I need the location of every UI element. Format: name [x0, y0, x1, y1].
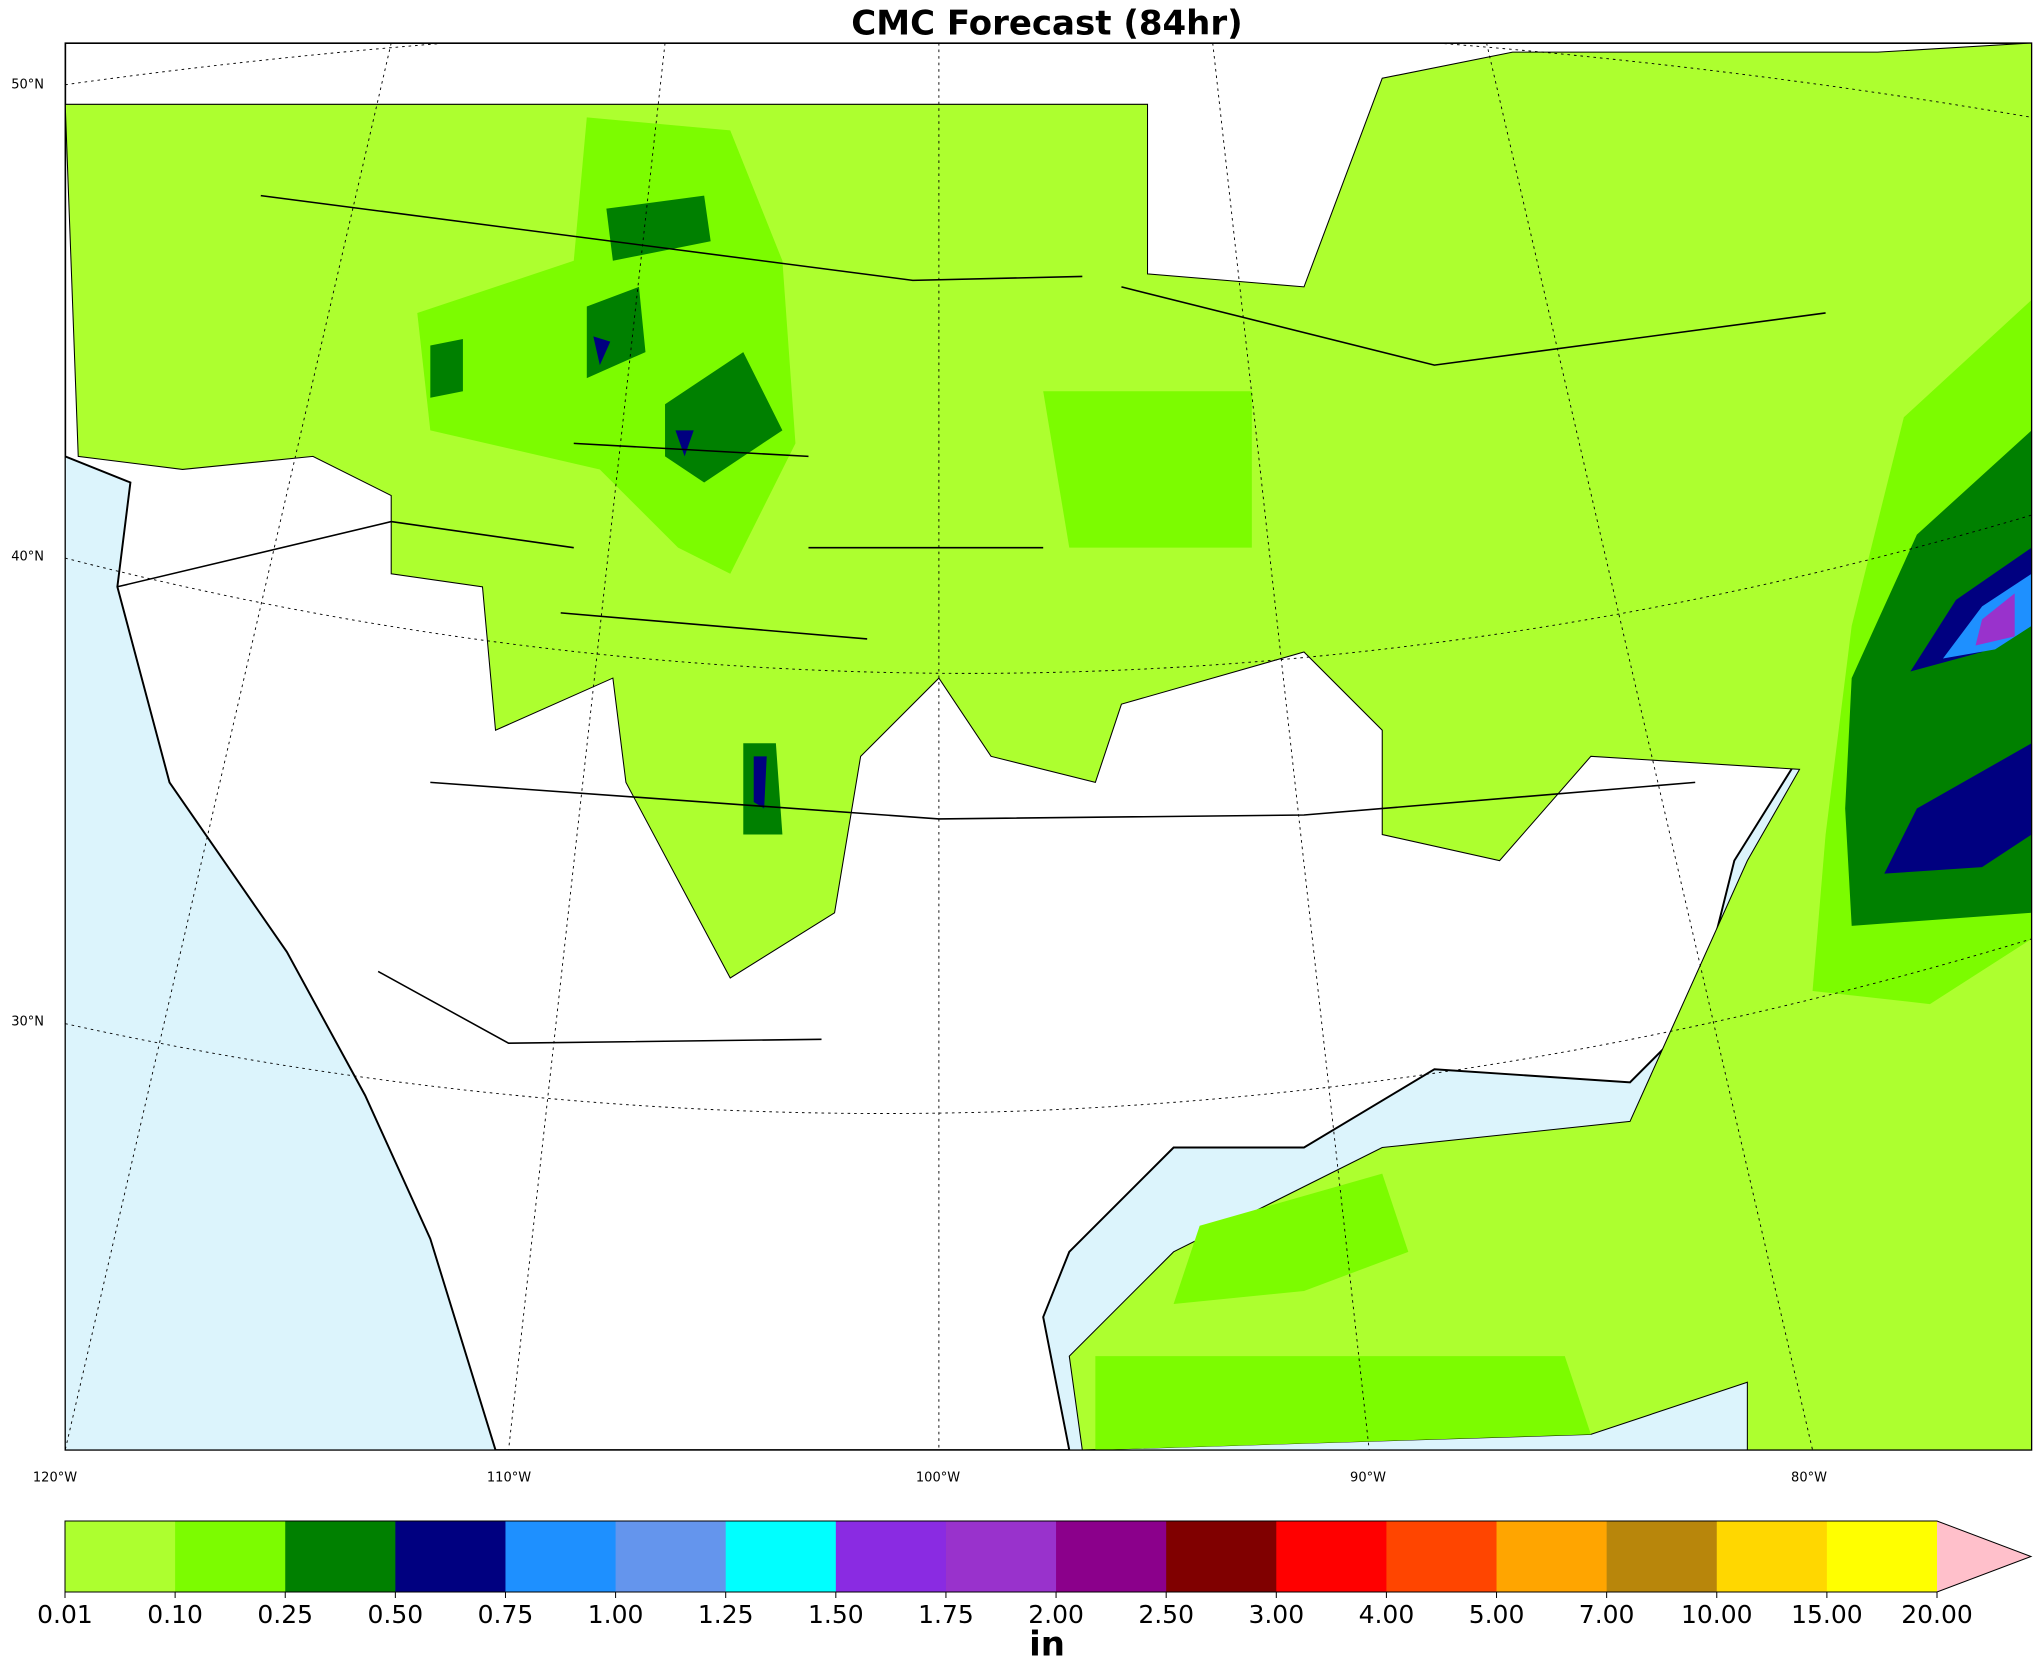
colorbar-tick-label: 0.75 — [478, 1600, 534, 1629]
colorbar-swatch — [1716, 1521, 1828, 1592]
colorbar-tick-label: 2.50 — [1138, 1600, 1194, 1629]
precip-heavy — [430, 195, 2032, 926]
lon-label: 120°W — [33, 1471, 77, 1486]
borders — [117, 194, 1826, 1044]
colorbar-tick-label: 10.00 — [1681, 1600, 1753, 1629]
lon-label: 110°W — [487, 1471, 531, 1486]
colorbar-swatch — [65, 1521, 176, 1592]
colorbar-swatch — [175, 1521, 286, 1592]
lon-label: 100°W — [916, 1471, 960, 1486]
precip-peak — [1975, 593, 2015, 646]
lon-label: 90°W — [1350, 1471, 1386, 1486]
colorbar-tick-label: 0.25 — [257, 1600, 313, 1629]
colorbar-swatch — [1496, 1521, 1608, 1592]
map — [64, 42, 2033, 1451]
lat-label: 50°N — [11, 78, 44, 93]
colorbar-extend — [1937, 1521, 2031, 1592]
precip-moderate — [417, 117, 2032, 1451]
colorbar-swatch — [835, 1521, 947, 1592]
lon-label: 80°W — [1791, 1471, 1827, 1486]
colorbar-tick-label: 3.00 — [1248, 1600, 1304, 1629]
colorbar-tick-label: 0.10 — [147, 1600, 203, 1629]
colorbar-tick-label: 7.00 — [1579, 1600, 1635, 1629]
colorbar-outline — [64, 1520, 2033, 1593]
colorbar-swatch — [945, 1521, 1057, 1592]
colorbar-tick-label: 1.25 — [698, 1600, 754, 1629]
colorbar-tick-label: 5.00 — [1469, 1600, 1525, 1629]
graticule — [65, 43, 2032, 1451]
colorbar-swatch — [1606, 1521, 1718, 1592]
colorbar-tick-label: 20.00 — [1901, 1600, 1973, 1629]
colorbar-swatch — [285, 1521, 396, 1592]
colorbar-tick-label: 2.00 — [1028, 1600, 1084, 1629]
lon-labels: 120°W 110°W 100°W 90°W 80°W — [33, 1471, 1827, 1486]
colorbar-swatch — [505, 1521, 617, 1592]
title: CMC Forecast (84hr) — [851, 4, 1242, 44]
lat-label: 40°N — [11, 550, 44, 565]
colorbar: 0.01 0.10 0.25 0.50 0.75 1.00 1.25 1.50 1.75 2.00… — [37, 1520, 2033, 1665]
colorbar-swatch — [615, 1521, 727, 1592]
lat-labels: 50°N 40°N 30°N — [11, 78, 44, 1030]
colorbar-tick-label: 1.75 — [918, 1600, 974, 1629]
colorbar-tick-label: 15.00 — [1791, 1600, 1863, 1629]
colorbar-tick-label: 1.50 — [808, 1600, 864, 1629]
colorbar-swatch — [1276, 1521, 1387, 1592]
colorbar-swatch — [725, 1521, 837, 1592]
map-frame — [64, 42, 2033, 1451]
colorbar-swatch — [1386, 1521, 1498, 1592]
colorbar-tick-label: 0.50 — [368, 1600, 424, 1629]
colorbar-swatch — [1826, 1521, 1938, 1592]
colorbar-swatch — [395, 1521, 506, 1592]
colorbar-unit: in — [1029, 1625, 1065, 1665]
colorbar-tick-label: 1.00 — [588, 1600, 644, 1629]
colorbar-swatch — [1166, 1521, 1277, 1592]
colorbar-swatch — [1056, 1521, 1167, 1592]
colorbar-tick-label: 0.01 — [37, 1600, 93, 1629]
lat-label: 30°N — [11, 1015, 44, 1030]
colorbar-tick-label: 4.00 — [1359, 1600, 1415, 1629]
